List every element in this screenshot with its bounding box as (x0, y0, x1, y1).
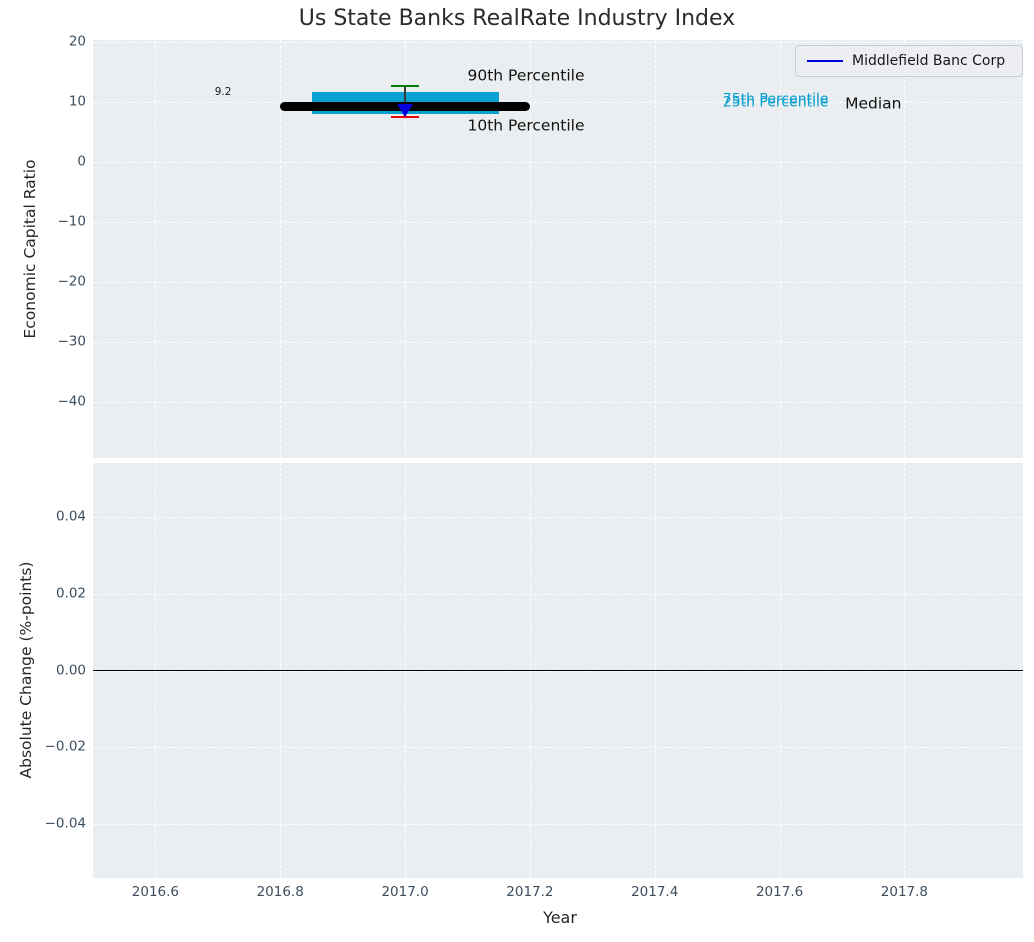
x-tick-label: 2016.8 (257, 886, 304, 900)
annotation-median-value: 9.2 (215, 88, 232, 100)
legend-line-sample (807, 60, 843, 63)
y-tick-label: −0.02 (11, 741, 86, 755)
chart-title: Us State Banks RealRate Industry Index (0, 6, 1034, 31)
x-axis-label: Year (543, 908, 577, 927)
y-gridline (93, 162, 1023, 163)
legend: Middlefield Banc Corp (795, 45, 1023, 77)
bottom-plot-area (93, 463, 1023, 878)
legend-label: Middlefield Banc Corp (852, 53, 1005, 69)
y-tick-label: 0.04 (11, 510, 86, 524)
y-tick-label: 10 (11, 95, 86, 109)
y-gridline (93, 342, 1023, 343)
x-tick-label: 2017.8 (881, 886, 928, 900)
annotation-p90-label: 90th Percentile (468, 67, 585, 84)
y-tick-label: −0.04 (11, 817, 86, 831)
y-tick-label: 20 (11, 35, 86, 49)
y-tick-label: −30 (11, 335, 86, 349)
zero-line (93, 670, 1023, 672)
annotation-median-label: Median (845, 95, 901, 112)
x-tick-label: 2017.4 (631, 886, 678, 900)
y-gridline (93, 222, 1023, 223)
x-tick-label: 2017.2 (506, 886, 553, 900)
y-tick-label: 0.00 (11, 664, 86, 678)
top-y-axis-label: Economic Capital Ratio (21, 159, 39, 338)
figure: Us State Banks RealRate Industry Index E… (0, 0, 1034, 942)
x-tick-label: 2017.6 (756, 886, 803, 900)
y-gridline (93, 517, 1023, 518)
company-marker (397, 104, 413, 117)
annotation-p25-label: 25th Percentile (723, 95, 829, 110)
y-gridline (93, 594, 1023, 595)
y-tick-label: −10 (11, 215, 86, 229)
y-tick-label: −40 (11, 395, 86, 409)
y-gridline (93, 747, 1023, 748)
p90-cap (391, 85, 419, 88)
y-tick-label: −20 (11, 275, 86, 289)
y-tick-label: 0 (11, 155, 86, 169)
annotation-p10-label: 10th Percentile (468, 117, 585, 134)
y-gridline (93, 282, 1023, 283)
y-gridline (93, 824, 1023, 825)
x-tick-label: 2017.0 (381, 886, 428, 900)
y-gridline (93, 42, 1023, 43)
y-tick-label: 0.02 (11, 587, 86, 601)
x-tick-label: 2016.6 (132, 886, 179, 900)
y-gridline (93, 402, 1023, 403)
